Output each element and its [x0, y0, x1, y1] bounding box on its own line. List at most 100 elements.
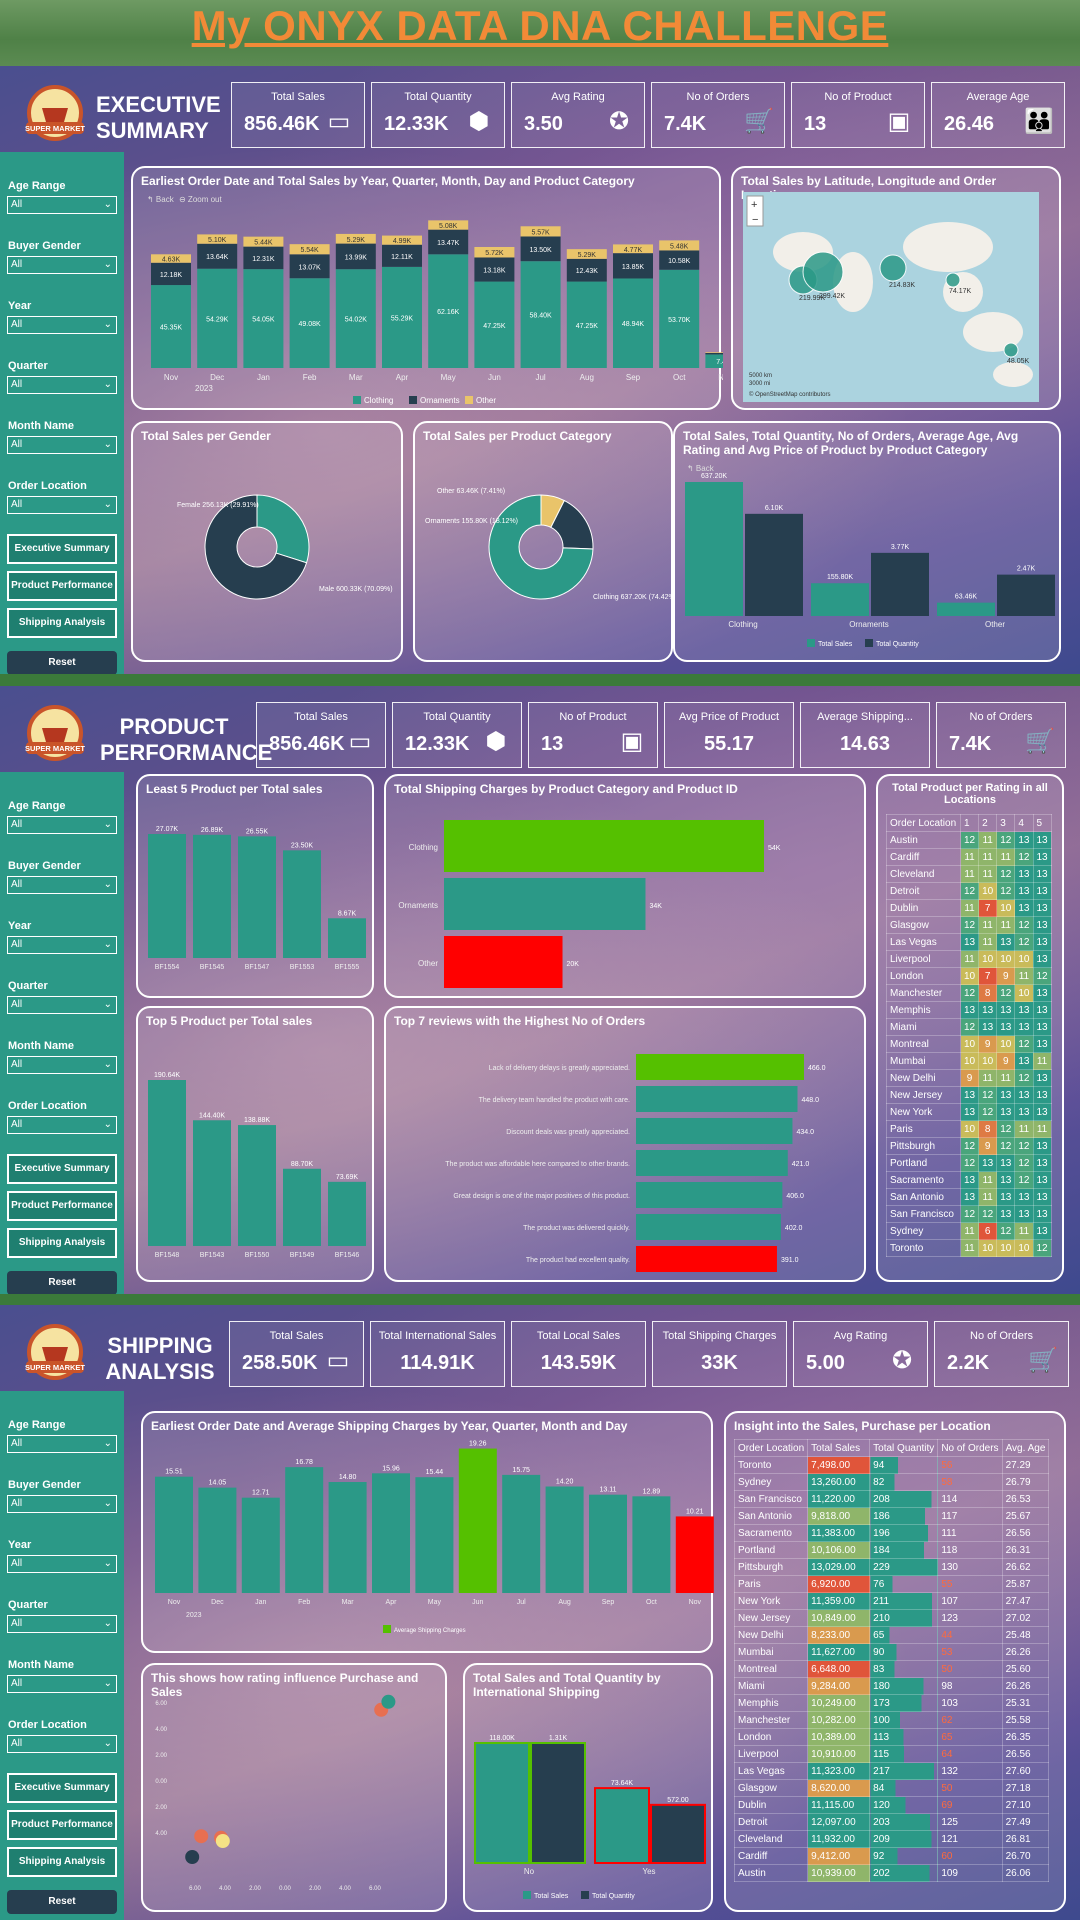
y-tick-label: 2.00 — [155, 1753, 167, 1759]
column-header[interactable]: 3 — [996, 814, 1016, 832]
x-tick-label: Jun — [488, 373, 501, 382]
rating-count-cell: 11 — [959, 865, 980, 883]
filter-select[interactable]: All ⌄ — [7, 376, 117, 394]
rating-count-cell: 11 — [978, 831, 998, 849]
data-label: 12.18K — [160, 272, 183, 279]
filter-select[interactable]: All ⌄ — [7, 876, 117, 894]
stacked-bar-chart: ↰ Back ⊖ Zoom out 45.35K 12.18K 4.63K Nov 54.2… — [147, 195, 723, 405]
bar-other — [613, 244, 653, 254]
column-header[interactable]: Avg. Age — [1001, 1439, 1050, 1457]
reset-button[interactable]: Reset — [7, 1271, 117, 1294]
y-tick-label: 0.00 — [155, 1779, 167, 1785]
kpi-value: 7.4K — [949, 733, 992, 755]
filter-value: All — [11, 879, 23, 890]
avg-age-cell: 26.56 — [1001, 1745, 1050, 1763]
legend-label: Total Sales — [534, 1893, 569, 1900]
kpi-card: Total Local Sales 143.59K — [511, 1321, 646, 1387]
rating-count-cell: 9 — [959, 1069, 980, 1087]
nav-product-performance-button[interactable]: Product Performance — [7, 1810, 117, 1840]
kpi-label: Average Shipping... — [817, 711, 913, 723]
table-row: Cleveland 11,932.00 209 121 26.81 — [733, 1830, 1050, 1848]
nav-shipping-analysis-button[interactable]: Shipping Analysis — [7, 608, 117, 638]
column-header[interactable]: 1 — [959, 814, 980, 832]
filter-select[interactable]: All ⌄ — [7, 496, 117, 514]
column-header[interactable]: Order Location — [886, 814, 961, 832]
rating-count-cell: 13 — [1032, 882, 1052, 900]
avg-age-cell: 25.87 — [1001, 1575, 1050, 1593]
world-map[interactable]: 219.99K 299.42K 214.83K 74.17K 48.05K + − 5000 … — [743, 192, 1039, 402]
bar-clothing — [243, 269, 284, 368]
total-sales-cell: 9,284.00 — [807, 1677, 871, 1695]
table-row: Montreal 10 9 10 12 13 — [886, 1035, 1052, 1053]
filter-select[interactable]: All ⌄ — [7, 256, 117, 274]
bar-clothing — [335, 269, 376, 368]
rating-count-cell: 11 — [959, 1239, 980, 1257]
filter-select[interactable]: All ⌄ — [7, 1555, 117, 1573]
x-tick-label: BF1547 — [245, 964, 270, 971]
bar-other — [243, 236, 284, 247]
rating-count-cell: 10 — [978, 1052, 998, 1070]
column-header[interactable]: 4 — [1014, 814, 1034, 832]
rating-count-cell: 13 — [978, 1001, 998, 1019]
bar — [148, 834, 186, 958]
bar-ornaments — [289, 254, 330, 279]
filter-select[interactable]: All ⌄ — [7, 1056, 117, 1074]
legend-label: Clothing — [364, 396, 393, 405]
rating-count-cell: 12 — [1014, 1035, 1034, 1053]
filter-select[interactable]: All ⌄ — [7, 1735, 117, 1753]
rating-count-cell: 13 — [959, 933, 980, 951]
least-5-products-panel: Least 5 Product per Total sales 27.07K BF… — [136, 774, 374, 998]
filter-select[interactable]: All ⌄ — [7, 1615, 117, 1633]
bar — [502, 1474, 541, 1593]
data-label: 45.35K — [160, 325, 183, 332]
nav-shipping-analysis-button[interactable]: Shipping Analysis — [7, 1228, 117, 1258]
column-header[interactable]: 2 — [978, 814, 998, 832]
rating-count-cell: 12 — [1014, 1137, 1034, 1155]
zoom-out-icon: − — [752, 214, 758, 226]
filter-select[interactable]: All ⌄ — [7, 816, 117, 834]
rating-count-cell: 13 — [1014, 1018, 1034, 1036]
column-header[interactable]: No of Orders — [937, 1439, 1003, 1457]
rating-count-cell: 11 — [978, 1171, 998, 1189]
rating-count-cell: 13 — [1014, 899, 1034, 917]
rating-count-cell: 13 — [1032, 1137, 1052, 1155]
nav-shipping-analysis-button[interactable]: Shipping Analysis — [7, 1847, 117, 1877]
nav-executive-summary-button[interactable]: Executive Summary — [7, 1773, 117, 1803]
rating-count-cell: 12 — [1014, 1171, 1034, 1189]
column-header[interactable]: 5 — [1032, 814, 1052, 832]
chevron-down-icon: ⌄ — [103, 819, 112, 830]
location-cell: Portland — [733, 1541, 809, 1559]
rating-count-cell: 13 — [1032, 831, 1052, 849]
rating-count-cell: 13 — [1032, 916, 1052, 934]
filter-select[interactable]: All ⌄ — [7, 1116, 117, 1134]
reset-button[interactable]: Reset — [7, 651, 117, 674]
filter-select[interactable]: All ⌄ — [7, 436, 117, 454]
legend-swatch — [353, 396, 361, 404]
nav-product-performance-button[interactable]: Product Performance — [7, 571, 117, 601]
bar — [444, 820, 764, 872]
bar — [155, 1476, 193, 1593]
filter-select[interactable]: All ⌄ — [7, 1675, 117, 1693]
x-tick-label: BF1555 — [335, 964, 360, 971]
nav-executive-summary-button[interactable]: Executive Summary — [7, 534, 117, 564]
table-row: Miami 12 13 13 13 13 — [886, 1018, 1052, 1036]
filter-select[interactable]: All ⌄ — [7, 936, 117, 954]
location-cell: Cleveland — [886, 865, 961, 883]
filter-select[interactable]: All ⌄ — [7, 196, 117, 214]
filter-select[interactable]: All ⌄ — [7, 1435, 117, 1453]
nav-executive-summary-button[interactable]: Executive Summary — [7, 1154, 117, 1184]
column-header[interactable]: Order Location — [733, 1439, 809, 1457]
table-row: Cardiff 9,412.00 92 60 26.70 — [733, 1847, 1050, 1865]
nav-product-performance-button[interactable]: Product Performance — [7, 1191, 117, 1221]
location-cell: Memphis — [733, 1694, 809, 1712]
filter-select[interactable]: All ⌄ — [7, 316, 117, 334]
location-cell: Liverpool — [886, 950, 961, 968]
filter-select[interactable]: All ⌄ — [7, 1495, 117, 1513]
column-header[interactable]: Total Sales — [807, 1439, 871, 1457]
filter-select[interactable]: All ⌄ — [7, 996, 117, 1014]
column-header[interactable]: Total Quantity — [869, 1439, 939, 1457]
x-tick-label: BF1550 — [245, 1252, 270, 1259]
reset-button[interactable]: Reset — [7, 1890, 117, 1914]
x-tick-label: Nov — [718, 373, 723, 382]
avg-age-cell: 26.56 — [1001, 1524, 1050, 1542]
